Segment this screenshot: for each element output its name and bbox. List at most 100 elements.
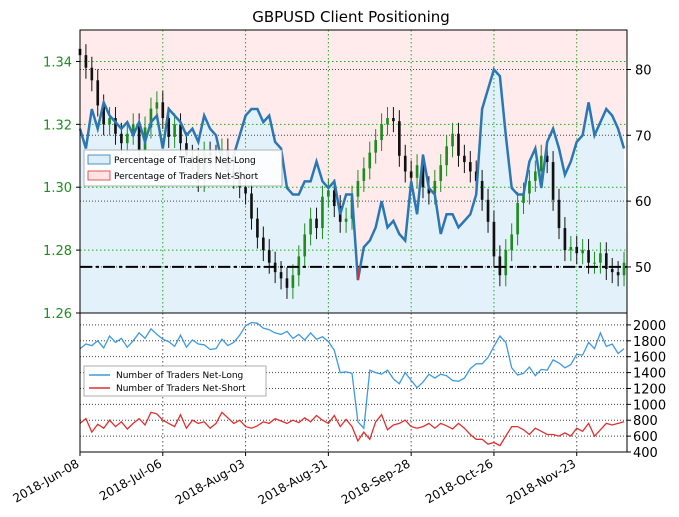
candle-body-32 bbox=[267, 250, 271, 263]
candle-body-63 bbox=[451, 133, 454, 147]
candle-body-66 bbox=[468, 162, 472, 172]
candle-body-14 bbox=[161, 102, 165, 119]
bottom-legend-box bbox=[83, 365, 267, 397]
candle-body-18 bbox=[185, 143, 188, 156]
candle-body-90 bbox=[610, 268, 614, 273]
candle-body-78 bbox=[539, 155, 543, 172]
candle-body-36 bbox=[291, 275, 295, 288]
count-tick-label-6: 1600 bbox=[633, 351, 666, 366]
candle-body-49 bbox=[368, 152, 372, 169]
candle-body-54 bbox=[398, 121, 401, 156]
candle-body-59 bbox=[427, 187, 431, 194]
net-long-short-fill bbox=[80, 30, 627, 313]
candle-body-84 bbox=[575, 246, 579, 254]
candle-body-89 bbox=[604, 253, 608, 269]
candle-body-91 bbox=[616, 272, 620, 276]
candle-body-3 bbox=[96, 80, 100, 106]
candle-body-47 bbox=[356, 180, 360, 197]
pct-tick-label-3: 80 bbox=[635, 63, 652, 78]
chart-title: GBPUSD Client Positioning bbox=[252, 8, 450, 26]
top-panel: 1.26 1.28 1.30 1.32 1.34 50 60 70 80 Percentage… bbox=[43, 29, 652, 322]
candle-body-29 bbox=[250, 193, 253, 219]
candle-body-35 bbox=[285, 278, 289, 288]
candle-body-10 bbox=[137, 124, 141, 150]
percent-axis-ticks: 50 60 70 80 bbox=[627, 63, 652, 276]
candle-body-56 bbox=[409, 171, 413, 178]
candle-body-1 bbox=[84, 55, 88, 68]
candle-body-83 bbox=[569, 246, 573, 251]
top-legend: Percentage of Traders Net-Long Percentag… bbox=[83, 149, 283, 187]
candle-body-67 bbox=[474, 171, 478, 181]
legend-label-count-long: Number of Traders Net-Long bbox=[116, 371, 243, 381]
date-tick-label-5: 2018-Oct-26 bbox=[423, 456, 495, 506]
net-long-count-line bbox=[79, 321, 625, 430]
candle-body-6 bbox=[114, 118, 117, 134]
candle-body-16 bbox=[173, 124, 176, 137]
price-candles bbox=[78, 37, 626, 299]
candle-body-74 bbox=[516, 202, 519, 235]
candle-body-70 bbox=[492, 221, 496, 257]
candle-body-57 bbox=[415, 165, 419, 178]
date-tick-label-3: 2018-Aug-31 bbox=[256, 456, 330, 507]
date-tick-label-0: 2018-Jun-08 bbox=[11, 456, 82, 505]
candle-body-12 bbox=[149, 108, 153, 128]
candle-body-50 bbox=[374, 140, 377, 153]
candle-body-30 bbox=[256, 218, 259, 238]
candle-body-17 bbox=[179, 124, 182, 144]
candle-body-41 bbox=[321, 196, 324, 229]
net-short-count-line bbox=[79, 411, 625, 447]
candle-body-82 bbox=[563, 228, 567, 251]
candle-body-43 bbox=[332, 190, 336, 207]
legend-swatch-net-short bbox=[87, 170, 111, 181]
candle-body-60 bbox=[433, 180, 437, 194]
candle-body-8 bbox=[125, 133, 129, 144]
candle-body-2 bbox=[90, 67, 94, 81]
candle-body-81 bbox=[557, 199, 561, 229]
count-tick-label-0: 400 bbox=[633, 446, 658, 461]
candle-body-62 bbox=[445, 146, 448, 166]
bottom-plot-frame bbox=[79, 312, 628, 453]
candle-body-86 bbox=[587, 250, 590, 263]
count-tick-label-5: 1400 bbox=[633, 367, 666, 382]
count-tick-label-2: 800 bbox=[633, 414, 658, 429]
candle-body-92 bbox=[622, 262, 626, 276]
candle-body-37 bbox=[297, 256, 301, 276]
count-tick-label-3: 1000 bbox=[633, 398, 666, 413]
candle-body-15 bbox=[167, 118, 171, 137]
candle-body-38 bbox=[303, 234, 307, 257]
pct-tick-label-2: 70 bbox=[635, 129, 652, 144]
price-axis-ticks: 1.26 1.28 1.30 1.32 1.34 bbox=[43, 55, 80, 322]
candle-body-77 bbox=[534, 171, 537, 181]
candle-body-73 bbox=[510, 234, 514, 251]
candle-body-39 bbox=[309, 218, 312, 235]
date-tick-label-4: 2018-Sep-28 bbox=[339, 456, 413, 507]
legend-swatch-net-long bbox=[87, 154, 111, 165]
candle-body-4 bbox=[102, 105, 105, 125]
candle-body-58 bbox=[421, 165, 425, 188]
net-short-area bbox=[80, 30, 627, 281]
price-tick-label-0: 1.26 bbox=[43, 307, 72, 322]
pct-tick-label-1: 60 bbox=[635, 195, 652, 210]
candle-body-45 bbox=[344, 218, 348, 222]
bottom-legend: Number of Traders Net-Long Number of Tra… bbox=[83, 365, 267, 397]
candle-body-53 bbox=[392, 118, 395, 122]
count-tick-label-8: 2000 bbox=[633, 319, 666, 334]
candle-body-75 bbox=[522, 193, 525, 203]
price-tick-label-2: 1.30 bbox=[43, 181, 72, 196]
candle-body-42 bbox=[327, 190, 330, 197]
candle-body-88 bbox=[599, 253, 602, 263]
candle-body-71 bbox=[498, 256, 502, 276]
date-tick-label-6: 2018-Nov-23 bbox=[504, 456, 578, 507]
candle-body-7 bbox=[120, 133, 123, 144]
candle-body-61 bbox=[439, 165, 443, 181]
candle-body-48 bbox=[362, 168, 366, 181]
price-tick-label-3: 1.32 bbox=[43, 118, 72, 133]
legend-label-count-short: Number of Traders Net-Short bbox=[116, 384, 246, 394]
candle-body-76 bbox=[528, 180, 531, 194]
count-tick-label-7: 1800 bbox=[633, 335, 666, 350]
date-tick-label-1: 2018-Jul-06 bbox=[97, 456, 164, 503]
candle-body-55 bbox=[403, 155, 407, 172]
candle-body-9 bbox=[131, 124, 135, 134]
